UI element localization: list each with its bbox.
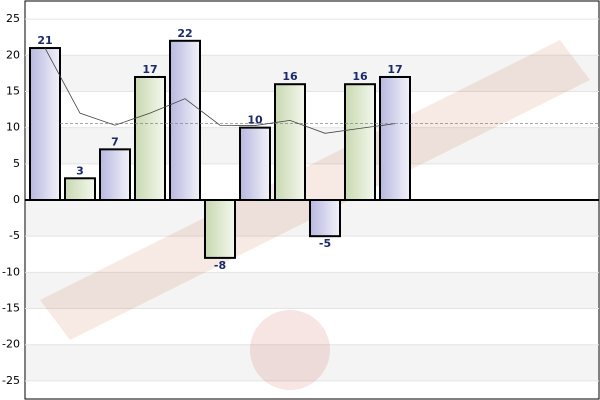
y-tick-label: 5 (13, 157, 20, 170)
value-label: -5 (319, 237, 331, 250)
value-label: 3 (76, 164, 84, 177)
bar (64, 177, 96, 201)
bar (344, 83, 376, 201)
y-tick-label: 20 (6, 48, 20, 61)
watermark (40, 40, 590, 390)
y-tick-label: 25 (6, 12, 20, 25)
grid-band (26, 344, 598, 381)
bar (134, 75, 166, 201)
value-label: 17 (142, 63, 157, 76)
bar (169, 39, 201, 201)
y-tick-label: -5 (9, 229, 20, 242)
trend-line (44, 47, 396, 134)
y-tick-label: 0 (13, 193, 20, 206)
y-tick-label: -10 (2, 265, 20, 278)
y-tick-label: 15 (6, 84, 20, 97)
bar (99, 148, 131, 202)
value-label: 22 (177, 27, 192, 40)
bar (379, 75, 411, 201)
value-label: 21 (37, 34, 52, 47)
value-label: 16 (282, 70, 298, 83)
bar (309, 199, 341, 238)
value-label: 7 (111, 135, 119, 148)
y-tick-label: 10 (6, 121, 20, 134)
grid-band (26, 272, 598, 309)
value-label: -8 (214, 259, 226, 272)
y-tick-label: -25 (2, 374, 20, 387)
bar (29, 47, 61, 201)
bar (204, 199, 236, 259)
bar (274, 83, 306, 201)
y-tick-label: -15 (2, 302, 20, 315)
value-label: 16 (352, 70, 368, 83)
value-label: 17 (387, 63, 402, 76)
grid-band (26, 55, 598, 92)
y-tick-label: -20 (2, 338, 20, 351)
bar (239, 126, 271, 201)
